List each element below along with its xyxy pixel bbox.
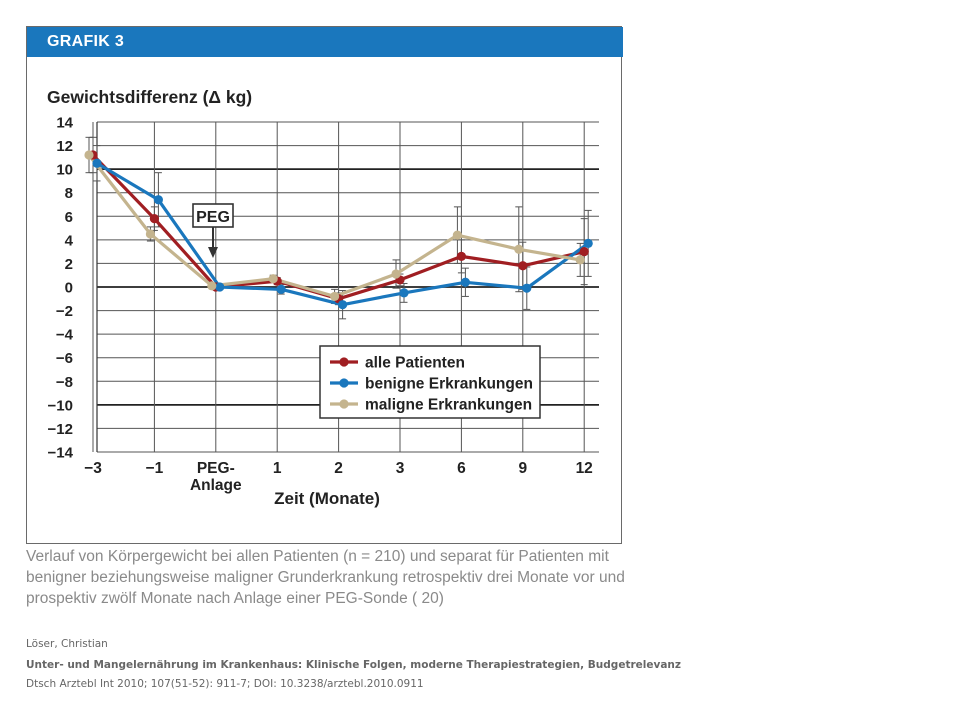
y-tick-label: −2 [56,303,73,320]
data-point [145,229,155,239]
x-axis-label: Zeit (Monate) [274,489,380,508]
y-tick-label: 14 [56,115,73,132]
y-tick-label: −12 [48,421,73,438]
x-tick-label: 1 [273,460,282,477]
data-point [518,261,528,271]
legend-label: maligne Erkrankungen [365,397,532,414]
x-tick-label: 12 [576,460,593,477]
legend-swatch-marker [339,378,349,388]
data-point [456,251,466,261]
data-point [268,274,278,284]
citation-title: Unter- und Mangelernährung im Krankenhau… [26,659,681,671]
y-tick-label: 2 [65,256,73,273]
figure-header-bar: GRAFIK 3 [27,27,623,57]
data-point [276,284,286,294]
x-tick-label: 2 [334,460,343,477]
y-tick-label: 0 [65,280,73,297]
y-tick-label: −4 [56,327,74,344]
y-tick-label: −6 [56,350,73,367]
data-point [215,282,225,292]
legend-label: benigne Erkrankungen [365,376,533,393]
data-point [583,238,593,248]
data-point [330,291,340,302]
data-point [153,195,163,205]
y-tick-label: −10 [48,397,73,414]
data-point [514,244,524,254]
y-tick-label: 12 [56,138,73,155]
data-point [452,230,462,240]
x-tick-label: 9 [518,460,527,477]
data-point [522,283,532,293]
data-point [575,255,585,265]
y-tick-label: 10 [56,162,73,179]
x-tick-label: −3 [84,460,102,477]
legend-label: alle Patienten [365,355,465,372]
y-tick-label: 6 [65,209,73,226]
data-point [338,300,348,310]
citation-author: Löser, Christian [26,638,108,650]
data-point [207,281,217,291]
legend-swatch-marker [339,357,349,367]
citation-journal: Dtsch Arztebl Int 2010; 107(51-52): 911-… [26,678,424,690]
peg-annotation-label: PEG [196,209,230,226]
y-tick-label: 4 [65,232,74,249]
figure-header-label: GRAFIK 3 [47,33,125,50]
data-point [460,277,470,287]
weight-chart: Gewichtsdifferenz (Δ kg) PEG alle Patien… [47,87,599,508]
data-point [84,150,94,160]
x-tick-label: 6 [457,460,466,477]
legend-swatch-marker [339,399,349,409]
y-tick-label: 8 [65,185,73,202]
figure-caption: Verlauf von Körpergewicht bei allen Pati… [26,548,625,607]
data-point [391,269,401,279]
x-tick-label: PEG-Anlage [190,460,242,494]
peg-annotation-arrow-head [208,247,218,258]
x-tick-label: −1 [146,460,164,477]
data-point [92,158,102,168]
y-tick-label: −8 [56,374,73,391]
y-axis-label: Gewichtsdifferenz (Δ kg) [47,87,252,107]
y-tick-label: −14 [48,445,74,462]
data-point [149,214,159,224]
data-point [399,288,409,298]
data-point [579,247,589,257]
figure-frame: GRAFIK 3 Gewichtsdifferenz (Δ kg) PEG al… [26,26,623,544]
x-tick-label: 3 [396,460,405,477]
